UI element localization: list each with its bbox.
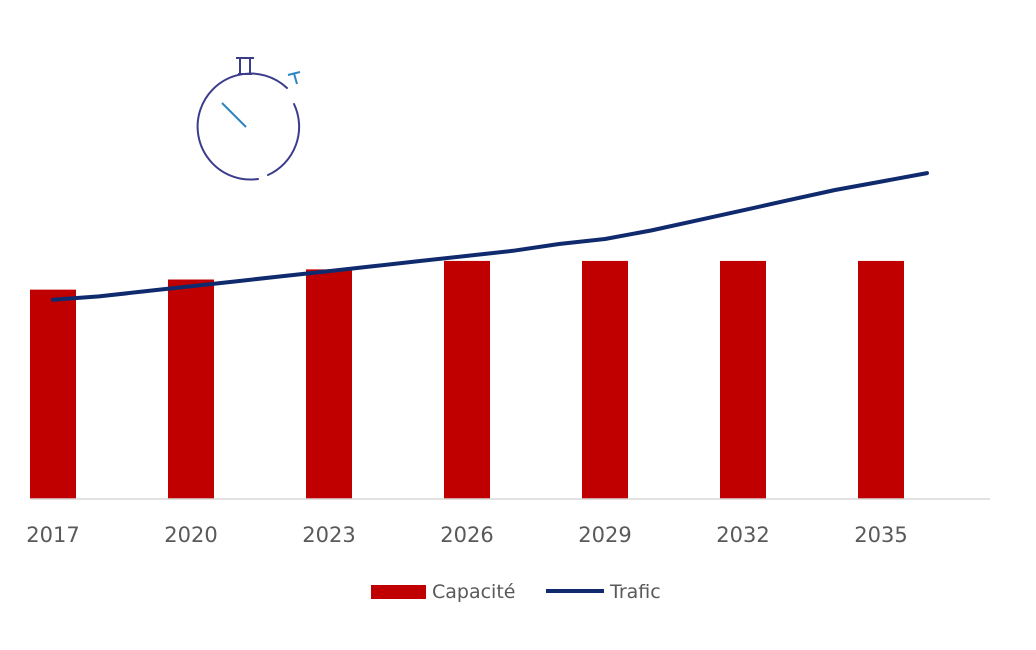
bar-capacite-2026 (444, 260, 490, 499)
stopwatch-icon (196, 57, 301, 181)
bar-capacite-2029 (582, 260, 628, 499)
line-series-trafic (51, 171, 929, 302)
x-axis-tick-labels: 2017 2020 2023 2026 2029 2032 2035 (26, 523, 907, 547)
bar-capacite-2035 (858, 260, 904, 499)
legend-label-capacite: Capacité (432, 581, 515, 603)
x-tick-label: 2020 (164, 523, 217, 547)
x-tick-label: 2029 (578, 523, 631, 547)
bar-series-capacite (30, 260, 904, 499)
legend-label-trafic: Trafic (609, 581, 661, 603)
x-tick-label: 2017 (26, 523, 79, 547)
bar-capacite-2032 (720, 260, 766, 499)
x-tick-label: 2035 (854, 523, 907, 547)
legend-swatch-capacite (371, 585, 426, 599)
x-tick-label: 2026 (440, 523, 493, 547)
bar-capacite-2023 (306, 269, 352, 499)
x-tick-label: 2032 (716, 523, 769, 547)
bar-capacite-2017 (30, 289, 76, 499)
bar-capacite-2020 (168, 279, 214, 499)
legend: Capacité Trafic (371, 581, 661, 603)
x-tick-label: 2023 (302, 523, 355, 547)
